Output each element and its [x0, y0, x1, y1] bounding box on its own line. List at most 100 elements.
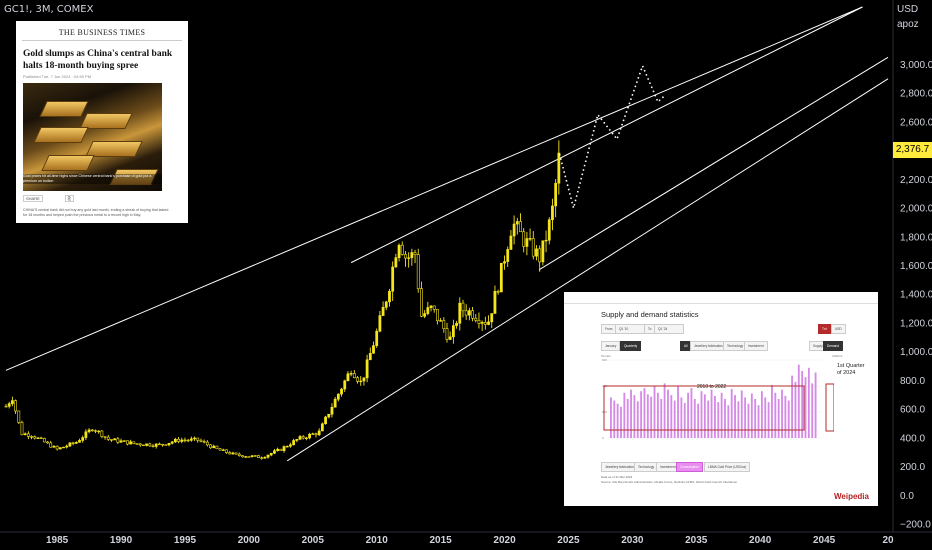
y-tick-label: 1,600.0 — [900, 261, 932, 272]
candle-body — [103, 436, 107, 438]
channel-line — [350, 6, 863, 264]
demand-bar — [787, 400, 790, 438]
demand-bar — [650, 396, 653, 438]
candle-body — [122, 440, 126, 442]
candle-body — [113, 438, 117, 441]
demand-bar — [656, 392, 659, 438]
candle-body — [74, 442, 78, 444]
candle-body — [26, 433, 30, 437]
period-label: 2010 to 2022 — [697, 384, 727, 390]
candle-body — [186, 439, 190, 442]
candle-body — [183, 439, 187, 442]
tab-consumption[interactable]: Consumption — [676, 462, 703, 472]
demand-bar — [707, 400, 710, 438]
symbol-label[interactable]: GC1!, 3M, COMEX — [4, 4, 94, 15]
candle-body — [269, 452, 273, 456]
candle-body — [260, 457, 264, 459]
candle-body — [477, 320, 481, 324]
x-tick-label: 2030 — [621, 535, 644, 546]
candle-body — [368, 353, 372, 361]
freq-january[interactable]: January — [601, 341, 621, 351]
channel-line — [5, 6, 863, 371]
weipedia-logo: Weipedia — [834, 492, 869, 501]
demand-bar — [740, 390, 743, 438]
y-tick-label: 0.0 — [900, 491, 914, 502]
demand-bar — [760, 391, 763, 438]
scale-mode-label[interactable]: apoz — [897, 19, 919, 30]
demand-bar — [764, 397, 767, 438]
demand-bar — [630, 389, 632, 438]
channel-line — [538, 56, 889, 271]
share-button[interactable]: SHARE — [23, 195, 43, 202]
from-select[interactable]: Q1 '10 — [615, 324, 645, 334]
candle-body — [384, 301, 388, 308]
candle-body — [490, 313, 494, 323]
tonnes-toggle[interactable]: Tnt — [818, 324, 831, 334]
candle-body — [138, 443, 142, 446]
candle-body — [221, 449, 225, 451]
divider — [564, 303, 878, 304]
y-tick-label: 2,600.0 — [900, 117, 932, 128]
x-tick-label: 2005 — [302, 535, 325, 546]
candle-body — [557, 152, 561, 184]
sector-jewellery[interactable]: Jewellery fabrication — [690, 341, 727, 351]
candle-body — [110, 439, 113, 441]
candle-body — [78, 440, 81, 443]
freq-quarterly[interactable]: Quarterly — [620, 341, 642, 351]
candle-body — [20, 422, 24, 436]
candle-body — [541, 240, 545, 263]
candle-body — [512, 223, 516, 237]
currency-label[interactable]: USD — [897, 4, 919, 15]
demand-bar — [683, 402, 686, 438]
news-body: CHINA'S central bank did not buy any gol… — [23, 208, 169, 217]
demand-bar — [794, 381, 797, 438]
demand-bar — [717, 402, 720, 438]
tab-lbma-price[interactable]: LBMA Gold Price (USD/oz) — [704, 462, 751, 472]
candle-body — [538, 248, 542, 263]
tab-technology[interactable]: Technology — [634, 462, 659, 472]
candle-body — [314, 433, 318, 436]
y-tick-label: 1,400.0 — [900, 290, 932, 301]
divider — [22, 40, 182, 41]
candle-body — [439, 320, 443, 322]
x-tick-label: 2035 — [685, 535, 708, 546]
y-tick-label: −200.0 — [900, 520, 931, 531]
bookmark-icon[interactable]: ⎘ — [64, 195, 74, 202]
usd-toggle[interactable]: USD — [831, 324, 846, 334]
candle-body — [215, 445, 219, 450]
candle-body — [218, 448, 222, 451]
candle-body — [551, 205, 554, 221]
share-row: SHARE ⎘ — [23, 195, 96, 202]
candle-body — [499, 262, 503, 293]
x-tick-label: 2015 — [429, 535, 452, 546]
candle-body — [420, 288, 423, 317]
candle-body — [471, 310, 474, 319]
candle-body — [522, 231, 526, 247]
demand-bar — [734, 395, 736, 438]
gold-bar-shape — [33, 127, 89, 143]
x-tick-label: 1985 — [46, 535, 69, 546]
demand-bar — [626, 399, 629, 438]
news-article-inset: THE BUSINESS TIMES Gold slumps as China'… — [16, 21, 188, 223]
demand-bar — [616, 403, 619, 438]
candle-body — [324, 416, 327, 425]
demand-bar — [703, 394, 706, 438]
candle-body — [346, 373, 350, 382]
candle-body — [554, 182, 558, 207]
tab-jewellery[interactable]: Jewellery fabrication — [601, 462, 638, 472]
to-select[interactable]: Q1 '24 — [654, 324, 684, 334]
candle-body — [413, 252, 417, 255]
stats-source: Source: ICE Benchmark Administration, Me… — [601, 480, 738, 484]
demand-bar — [774, 392, 777, 438]
candle-body — [301, 436, 305, 439]
demand-bar — [620, 406, 622, 438]
demand-bar — [710, 389, 713, 438]
sector-investment[interactable]: Investment — [744, 341, 768, 351]
side-demand[interactable]: Demand — [823, 341, 844, 351]
candle-body — [193, 437, 196, 440]
candle-body — [320, 423, 324, 432]
gold-bar-shape — [41, 155, 95, 171]
candle-body — [509, 235, 513, 250]
x-tick-label: 1990 — [110, 535, 133, 546]
candle-body — [432, 305, 436, 310]
